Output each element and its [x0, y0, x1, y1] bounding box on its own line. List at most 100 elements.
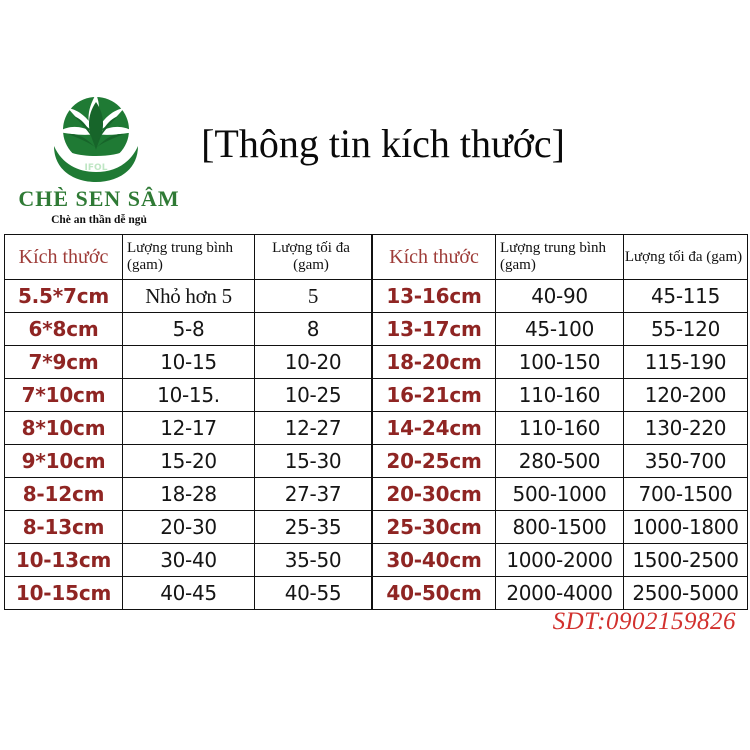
cell-average: 20-30	[122, 510, 255, 544]
table-row: 10-15cm 40-45 40-55	[4, 576, 372, 610]
brand-tagline: Chè an thần dễ ngủ	[51, 214, 147, 226]
cell-max: 27-37	[254, 477, 372, 511]
cell-size: 20-30cm	[372, 477, 496, 511]
cell-average: 15-20	[122, 444, 255, 478]
cell-max: 35-50	[254, 543, 372, 577]
cell-size: 7*10cm	[4, 378, 123, 412]
cell-average: 5-8	[122, 312, 255, 346]
cell-max: 130-220	[623, 411, 748, 445]
cell-average: 40-90	[495, 279, 624, 313]
svg-text:IFOL: IFOL	[85, 163, 108, 173]
cell-average: 40-45	[122, 576, 255, 610]
header-size: Kích thước	[372, 234, 496, 280]
cell-size: 8-13cm	[4, 510, 123, 544]
cell-size: 25-30cm	[372, 510, 496, 544]
table-row: 8-13cm 20-30 25-35	[4, 510, 372, 544]
table-row: 9*10cm 15-20 15-30	[4, 444, 372, 478]
table-row: 18-20cm 100-150 115-190	[372, 345, 748, 379]
cell-max: 8	[254, 312, 372, 346]
header-size: Kích thước	[4, 234, 123, 280]
cell-size: 9*10cm	[4, 444, 123, 478]
table-row: 7*9cm 10-15 10-20	[4, 345, 372, 379]
cell-average: 1000-2000	[495, 543, 624, 577]
cell-size: 10-13cm	[4, 543, 123, 577]
cell-max: 700-1500	[623, 477, 748, 511]
header-average: Lượng trung bình (gam)	[495, 234, 624, 280]
cell-average: 18-28	[122, 477, 255, 511]
cell-average: 280-500	[495, 444, 624, 478]
phone-watermark: SDT:0902159826	[552, 608, 736, 635]
table-row: 10-13cm 30-40 35-50	[4, 543, 372, 577]
cell-size: 13-17cm	[372, 312, 496, 346]
cell-max: 45-115	[623, 279, 748, 313]
cell-average: 100-150	[495, 345, 624, 379]
cell-size: 30-40cm	[372, 543, 496, 577]
table-row: 14-24cm 110-160 130-220	[372, 411, 748, 445]
cell-average: 45-100	[495, 312, 624, 346]
table-row: 25-30cm 800-1500 1000-1800	[372, 510, 748, 544]
cell-max: 1500-2500	[623, 543, 748, 577]
cell-average: 10-15.	[122, 378, 255, 412]
table-row: 8-12cm 18-28 27-37	[4, 477, 372, 511]
cell-max: 25-35	[254, 510, 372, 544]
table-row: 20-30cm 500-1000 700-1500	[372, 477, 748, 511]
cell-size: 8*10cm	[4, 411, 123, 445]
cell-max: 55-120	[623, 312, 748, 346]
cell-average: 500-1000	[495, 477, 624, 511]
table-row: 20-25cm 280-500 350-700	[372, 444, 748, 478]
lotus-leaf-logo-icon: IFOL	[44, 88, 148, 188]
cell-max: 120-200	[623, 378, 748, 412]
cell-max: 40-55	[254, 576, 372, 610]
header-block: IFOL CHÈ SEN SÂM Chè an thần dễ ngủ [Thô…	[0, 88, 750, 230]
cell-size: 14-24cm	[372, 411, 496, 445]
cell-max: 350-700	[623, 444, 748, 478]
cell-size: 20-25cm	[372, 444, 496, 478]
brand-logo: IFOL CHÈ SEN SÂM Chè an thần dễ ngủ	[14, 88, 184, 230]
size-tables-container: Kích thước Lượng trung bình (gam) Lượng …	[4, 234, 748, 610]
table-row: 13-17cm 45-100 55-120	[372, 312, 748, 346]
size-table-left: Kích thước Lượng trung bình (gam) Lượng …	[4, 234, 372, 610]
cell-size: 5.5*7cm	[4, 279, 123, 313]
cell-max: 5	[254, 279, 372, 313]
table-row: 16-21cm 110-160 120-200	[372, 378, 748, 412]
table-row: 30-40cm 1000-2000 1500-2500	[372, 543, 748, 577]
cell-average: 800-1500	[495, 510, 624, 544]
table-row: 7*10cm 10-15. 10-25	[4, 378, 372, 412]
cell-size: 7*9cm	[4, 345, 123, 379]
brand-name: CHÈ SEN SÂM	[18, 186, 180, 211]
cell-size: 16-21cm	[372, 378, 496, 412]
cell-size: 10-15cm	[4, 576, 123, 610]
cell-max: 12-27	[254, 411, 372, 445]
cell-size: 6*8cm	[4, 312, 123, 346]
cell-average: 30-40	[122, 543, 255, 577]
cell-max: 15-30	[254, 444, 372, 478]
size-table-right: Kích thước Lượng trung bình (gam) Lượng …	[372, 234, 748, 610]
cell-size: 8-12cm	[4, 477, 123, 511]
cell-average: Nhỏ hơn 5	[122, 279, 255, 313]
cell-max: 10-25	[254, 378, 372, 412]
header-max: Lượng tối đa (gam)	[254, 234, 372, 280]
cell-average: 10-15	[122, 345, 255, 379]
cell-max: 10-20	[254, 345, 372, 379]
table-header-row: Kích thước Lượng trung bình (gam) Lượng …	[372, 234, 748, 280]
cell-size: 40-50cm	[372, 576, 496, 610]
cell-average: 110-160	[495, 411, 624, 445]
cell-max: 115-190	[623, 345, 748, 379]
cell-average: 2000-4000	[495, 576, 624, 610]
cell-size: 18-20cm	[372, 345, 496, 379]
table-row: 6*8cm 5-8 8	[4, 312, 372, 346]
header-average: Lượng trung bình (gam)	[122, 234, 255, 280]
table-row: 40-50cm 2000-4000 2500-5000	[372, 576, 748, 610]
cell-average: 12-17	[122, 411, 255, 445]
cell-max: 1000-1800	[623, 510, 748, 544]
cell-max: 2500-5000	[623, 576, 748, 610]
table-row: 13-16cm 40-90 45-115	[372, 279, 748, 313]
table-row: 5.5*7cm Nhỏ hơn 5 5	[4, 279, 372, 313]
table-header-row: Kích thước Lượng trung bình (gam) Lượng …	[4, 234, 372, 280]
cell-average: 110-160	[495, 378, 624, 412]
header-max: Lượng tối đa (gam)	[623, 234, 748, 280]
cell-size: 13-16cm	[372, 279, 496, 313]
table-row: 8*10cm 12-17 12-27	[4, 411, 372, 445]
page-title: [Thông tin kích thước]	[201, 121, 565, 166]
